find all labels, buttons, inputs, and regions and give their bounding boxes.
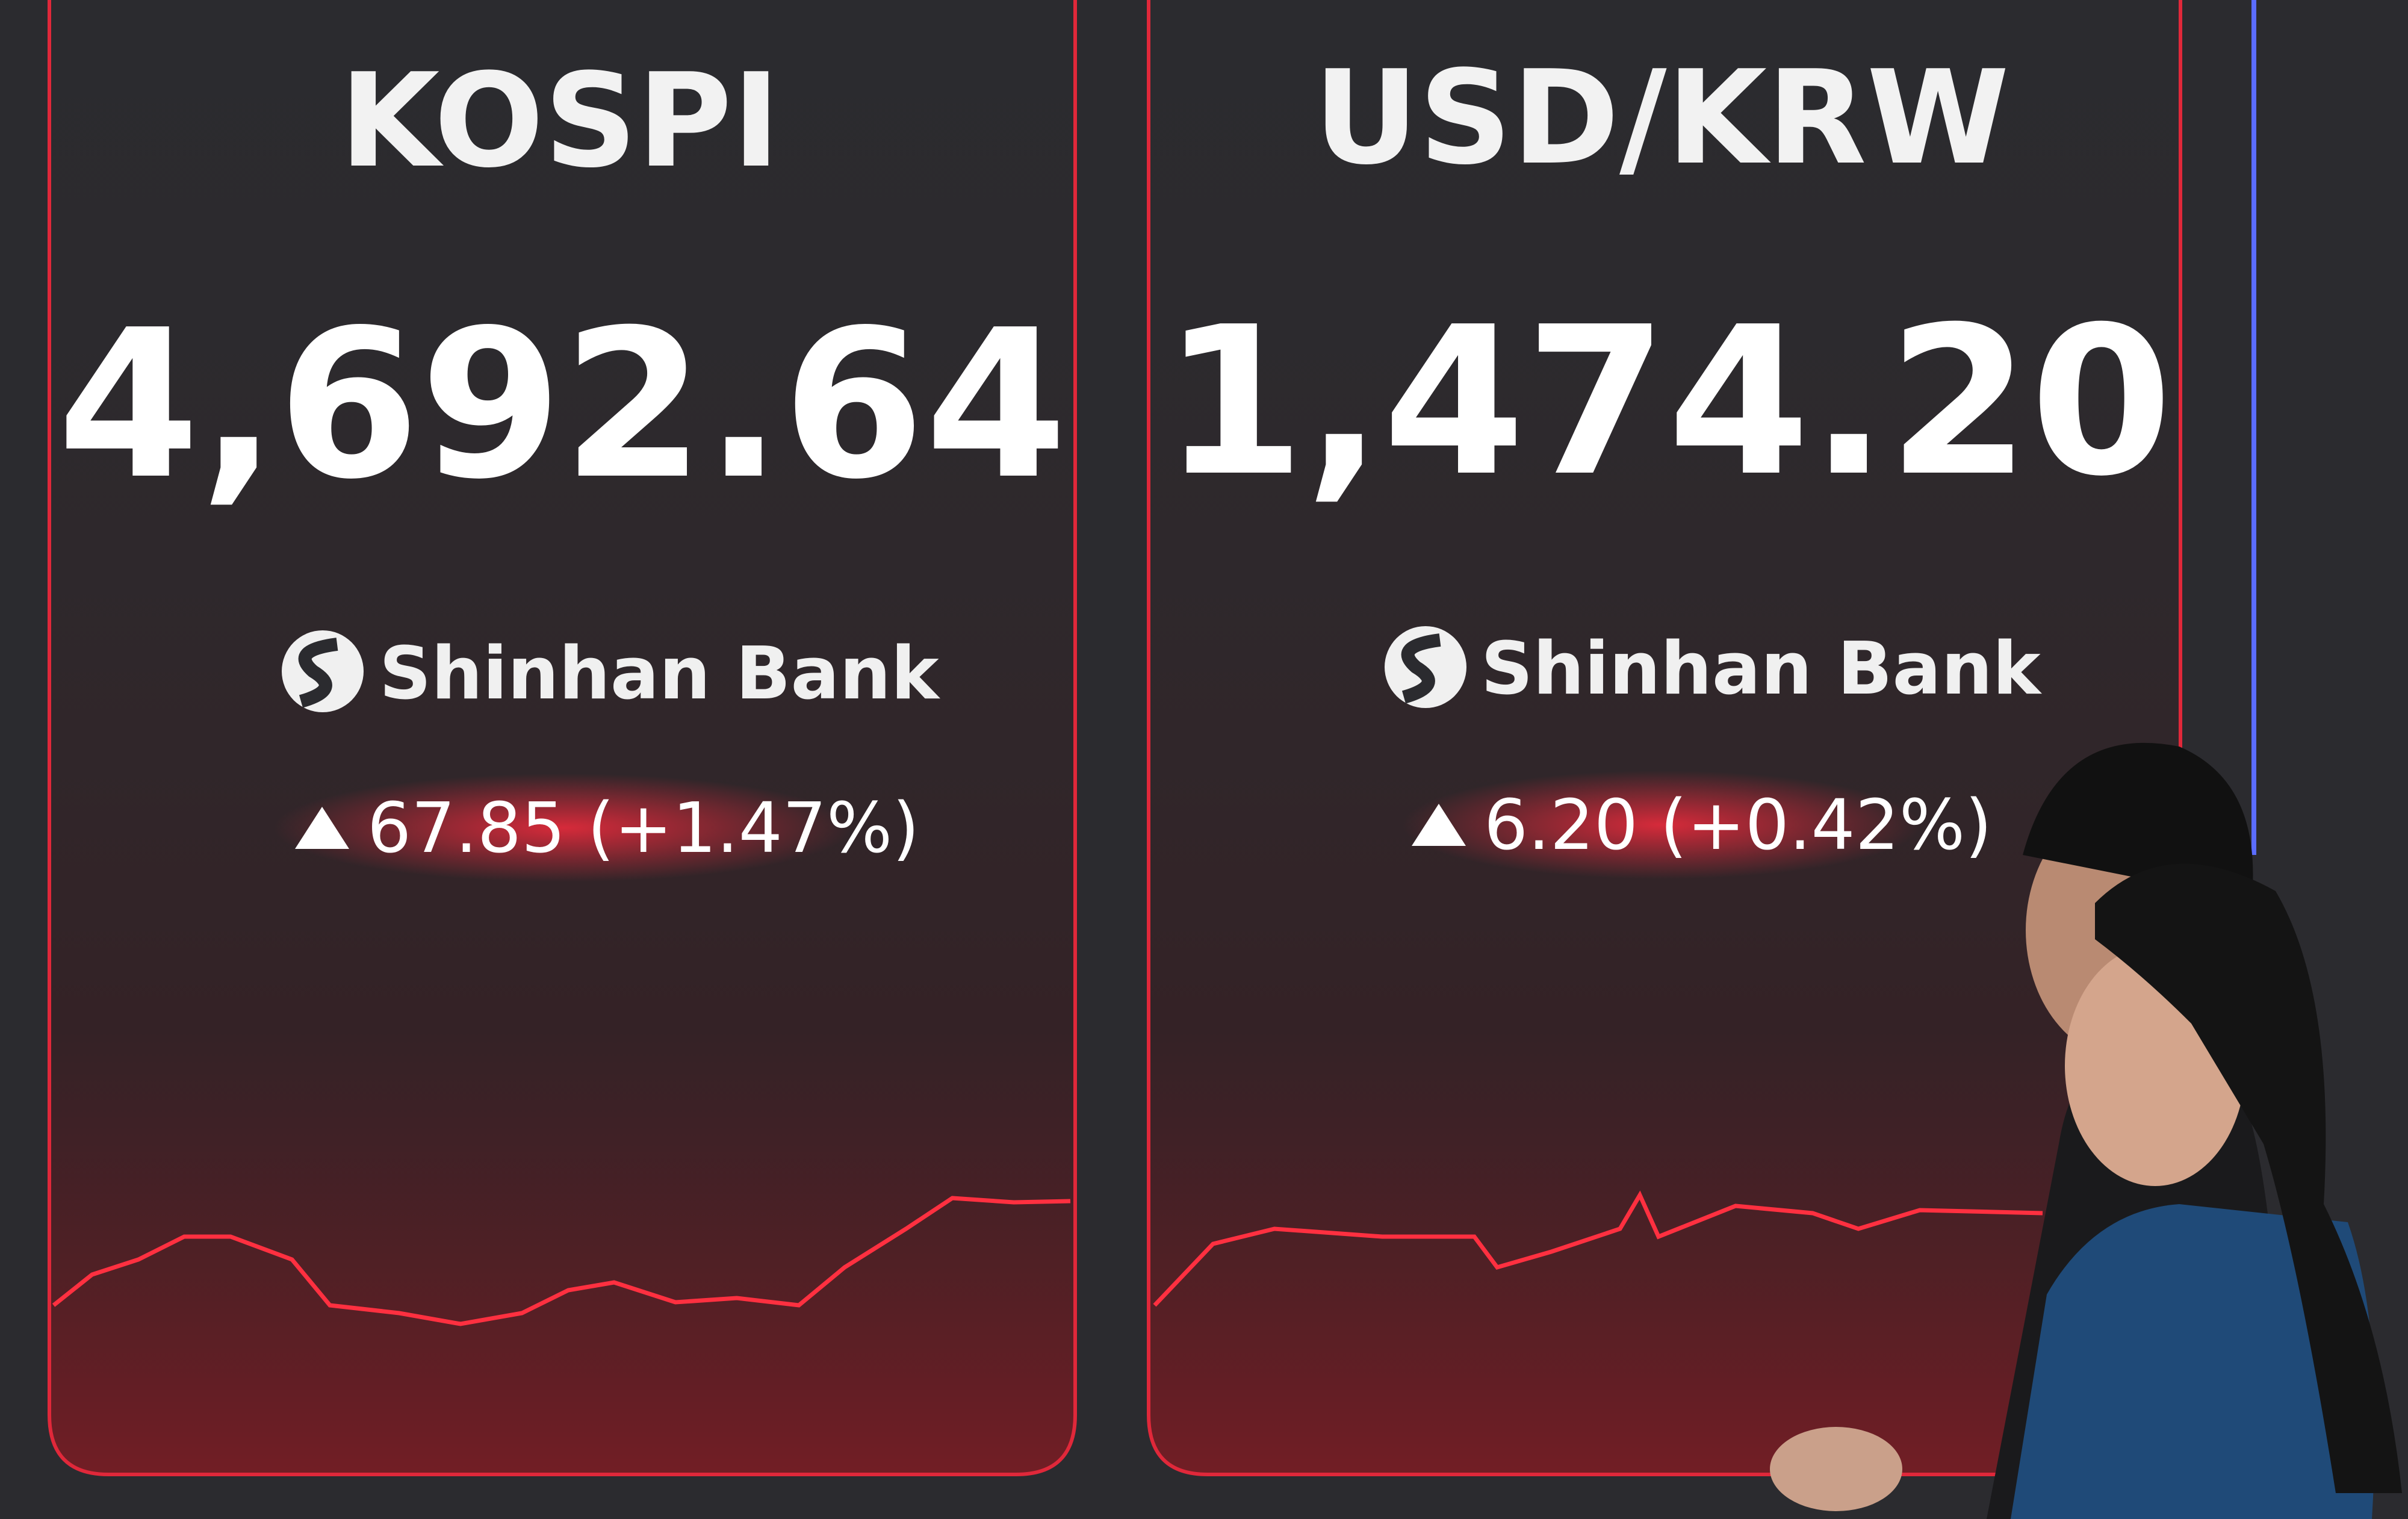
up-arrow: [295, 807, 349, 849]
brand: Shinhan Bank: [379, 632, 941, 716]
brand: Shinhan Bank: [1481, 627, 2043, 711]
hand: [1770, 1427, 1902, 1511]
panel-frame: [48, 0, 1077, 1476]
panel-frame: [1147, 0, 2182, 1476]
panel-value: 4,692.64: [57, 286, 1067, 524]
sparkline: [1153, 1190, 2043, 1307]
change-bg: [1403, 771, 1920, 879]
panel-title: KOSPI: [340, 45, 780, 196]
blue-edge: [2251, 0, 2256, 855]
change-bg: [274, 774, 852, 882]
change: 67.85 (+1.47%): [367, 788, 919, 869]
panel-value: 1,474.20: [1162, 283, 2173, 521]
usdkrw-panel: USD/KRW 1,474.20 Shinhan Bank 6.20 (+0.4…: [1147, 0, 2182, 1476]
change: 6.20 (+0.42%): [1484, 785, 1992, 866]
man-hair: [2023, 742, 2253, 903]
logo-mark: [298, 638, 338, 708]
woman-body: [2011, 1204, 2375, 1519]
panel-title: USD/KRW: [1314, 42, 2009, 193]
woman-hair: [2095, 863, 2402, 1493]
kospi-panel: KOSPI 4,692.64 Shinhan Bank 67.85 (+1.47…: [48, 0, 1077, 1476]
up-arrow: [1412, 804, 1466, 846]
people: [1770, 742, 2402, 1519]
logo-mark: [1401, 633, 1441, 704]
sparkline: [52, 1196, 1071, 1326]
